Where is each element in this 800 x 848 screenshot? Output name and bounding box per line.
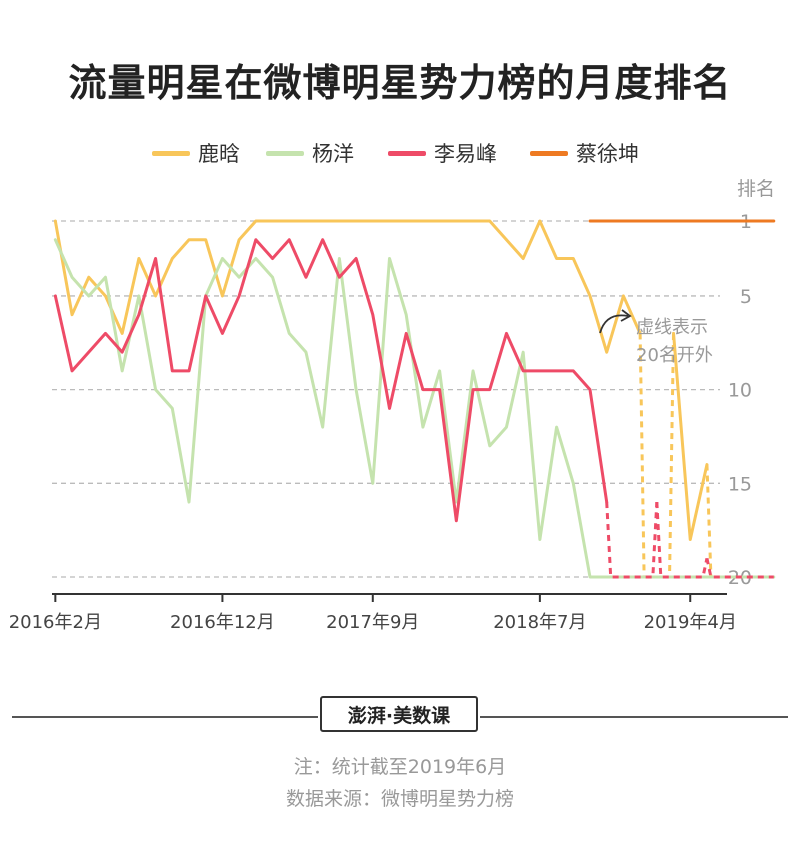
legend-label-yangyang: 杨洋 (312, 142, 354, 166)
annotation-arrow (599, 314, 629, 334)
legend-item-luhan: 鹿晗 (152, 138, 240, 168)
x-tick-label: 2017年9月 (326, 612, 419, 633)
series-line (53, 219, 642, 354)
legend-label-liyifeng: 李易峰 (434, 142, 497, 166)
x-tick-label: 2019年4月 (644, 612, 737, 633)
brand-logo: 澎湃·美数课 (320, 696, 478, 732)
x-tick-label: 2018年7月 (493, 612, 586, 633)
legend-item-yangyang: 杨洋 (266, 138, 354, 168)
y-tick-label-5: 5 (740, 286, 752, 308)
annotation-arrowhead (620, 309, 632, 322)
legend-swatch-yangyang (266, 150, 304, 156)
annotation-line-1: 虚线表示 (636, 317, 708, 338)
series-2 (53, 238, 774, 579)
footer-divider-right (480, 716, 788, 718)
series-dashed-segment (655, 501, 709, 579)
chart-title: 流量明星在微博明星势力榜的月度排名 (68, 61, 732, 105)
legend-swatch-caixukun (530, 150, 568, 156)
series-dashed-segment (605, 501, 659, 579)
source-text: 数据来源：微博明星势力榜 (285, 788, 514, 810)
legend-item-liyifeng: 李易峰 (388, 138, 497, 168)
legend: 鹿晗 杨洋 李易峰 蔡徐坤 (0, 138, 800, 168)
dashed-line-annotation: 虚线表示 20名开外 (636, 314, 713, 370)
series-line (53, 238, 609, 523)
brand-text: 澎湃·美数课 (347, 704, 451, 727)
y-tick-label-15: 15 (728, 473, 752, 495)
note-text: 注：统计截至2019年6月 (293, 756, 507, 778)
y-axis-label: 排名 (737, 178, 775, 200)
x-tick-label: 2016年2月 (9, 612, 102, 633)
y-tick-label-10: 10 (728, 380, 752, 402)
series-line (672, 331, 709, 542)
x-tick-label: 2016年12月 (170, 612, 275, 633)
legend-label-luhan: 鹿晗 (198, 142, 240, 166)
legend-item-caixukun: 蔡徐坤 (530, 138, 639, 168)
legend-label-caixukun: 蔡徐坤 (576, 142, 639, 166)
annotation-line-2: 20名开外 (636, 345, 713, 366)
series-1 (53, 238, 776, 579)
legend-swatch-liyifeng (388, 150, 426, 156)
legend-swatch-luhan (152, 150, 190, 156)
footer-divider-left (12, 716, 318, 718)
series-line (53, 238, 776, 579)
